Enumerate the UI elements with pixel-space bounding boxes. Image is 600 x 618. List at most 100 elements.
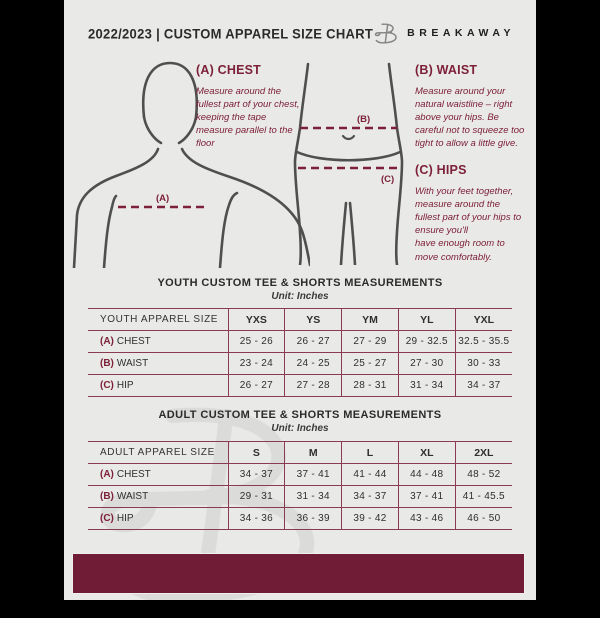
chest-marker-label: (A) <box>156 193 169 204</box>
waist-guide: (B) WAIST Measure around your natural wa… <box>415 63 527 151</box>
table-cell: 23 - 24 <box>227 352 286 375</box>
size-header-yxl: YXL <box>454 308 512 331</box>
size-header-2xl: 2XL <box>454 441 512 464</box>
table-cell: 31 - 34 <box>284 485 343 508</box>
chest-guide-heading: (A) CHEST <box>196 63 261 77</box>
table-cell: 44 - 48 <box>397 463 456 486</box>
row-prefix: (C) <box>100 513 114 524</box>
inner-leg-right <box>348 201 357 265</box>
stage: 2022/2023 | CUSTOM APPAREL SIZE CHART BR… <box>64 0 536 604</box>
size-header-ym: YM <box>341 308 399 331</box>
row-prefix: (B) <box>100 358 114 369</box>
youth-table-title: YOUTH CUSTOM TEE & SHORTS MEASUREMENTS <box>157 277 443 289</box>
left-side-outline <box>293 62 310 265</box>
table-cell: 26 - 27 <box>284 330 343 353</box>
adult-waist-row: (B) WAIST 29 - 31 31 - 34 34 - 37 37 - 41… <box>88 485 512 508</box>
table-cell: 28 - 31 <box>341 374 399 397</box>
table-cell: 34 - 37 <box>454 374 512 397</box>
hips-guide: (C) HIPS With your feet together, measur… <box>415 163 527 264</box>
row-prefix: (A) <box>100 336 114 347</box>
row-label: (A) CHEST <box>88 463 229 486</box>
left-shoulder-arm <box>72 147 160 268</box>
lower-body-figure: (B) (C) <box>293 62 404 265</box>
youth-size-table: YOUTH APPAREL SIZE YXS YS YM YL YXL (A) C… <box>88 308 512 397</box>
head-jaw-left <box>142 115 163 145</box>
adult-hip-row: (C) HIP 34 - 36 36 - 39 39 - 42 43 - 46 4… <box>88 507 512 530</box>
table-cell: 27 - 30 <box>397 352 456 375</box>
row-label-text: CHEST <box>116 336 151 347</box>
table-cell: 41 - 45.5 <box>454 485 512 508</box>
waist-marker-label: (B) <box>357 114 370 125</box>
adult-chest-row: (A) CHEST 34 - 37 37 - 41 41 - 44 44 - 48… <box>88 463 512 486</box>
table-cell: 39 - 42 <box>341 507 399 530</box>
table-cell: 37 - 41 <box>284 463 343 486</box>
row-label: (B) WAIST <box>88 352 229 375</box>
table-cell: 48 - 52 <box>454 463 512 486</box>
row-prefix: (A) <box>100 469 114 480</box>
table-cell: 32.5 - 35.5 <box>454 330 512 353</box>
row-label: (A) CHEST <box>88 330 229 353</box>
youth-waist-row: (B) WAIST 23 - 24 24 - 25 25 - 27 27 - 30… <box>88 352 512 375</box>
brand-name: BREAKAWAY <box>407 27 515 39</box>
hips-marker-label: (C) <box>381 174 394 185</box>
table-cell: 24 - 25 <box>284 352 343 375</box>
right-side-outline <box>387 62 404 265</box>
breakaway-logo-icon <box>374 23 397 44</box>
youth-hip-row: (C) HIP 26 - 27 27 - 28 28 - 31 31 - 34 3… <box>88 374 512 397</box>
youth-header-row: YOUTH APPAREL SIZE YXS YS YM YL YXL <box>88 308 512 331</box>
adult-size-table: ADULT APPAREL SIZE S M L XL 2XL (A) CHEST… <box>88 441 512 530</box>
footer-bar <box>72 553 525 594</box>
navel-mark <box>341 134 356 141</box>
table-cell: 30 - 33 <box>454 352 512 375</box>
table-cell: 41 - 44 <box>341 463 399 486</box>
table-cell: 29 - 32.5 <box>397 330 456 353</box>
table-cell: 43 - 46 <box>397 507 456 530</box>
youth-table-unit: Unit: Inches <box>271 291 329 302</box>
row-label-text: WAIST <box>116 491 149 502</box>
table-cell: 29 - 31 <box>227 485 286 508</box>
waist-guide-text: Measure around your natural waistline – … <box>415 86 525 150</box>
right-shoulder-arm <box>180 147 310 267</box>
document-title: 2022/2023 | CUSTOM APPAREL SIZE CHART <box>88 24 374 42</box>
row-label-text: CHEST <box>116 469 151 480</box>
waist-guide-heading: (B) WAIST <box>415 63 478 77</box>
adult-header-row: ADULT APPAREL SIZE S M L XL 2XL <box>88 441 512 464</box>
header: 2022/2023 | CUSTOM APPAREL SIZE CHART BR… <box>64 0 536 52</box>
waistband-curve <box>295 150 402 162</box>
table-cell: 27 - 29 <box>341 330 399 353</box>
right-inner-arm <box>218 191 239 268</box>
size-chart-page: 2022/2023 | CUSTOM APPAREL SIZE CHART BR… <box>64 0 536 604</box>
size-header-s: S <box>227 441 286 464</box>
size-header-yl: YL <box>397 308 456 331</box>
adult-table-unit: Unit: Inches <box>271 423 329 434</box>
brand-lockup: BREAKAWAY <box>373 21 515 46</box>
measuring-diagram: (A) (B) (C) (A) CHEST <box>64 55 536 270</box>
table-cell: 31 - 34 <box>397 374 456 397</box>
table-cell: 46 - 50 <box>454 507 512 530</box>
youth-size-column-header: YOUTH APPAREL SIZE <box>88 308 229 331</box>
table-cell: 34 - 37 <box>341 485 399 508</box>
left-inner-arm <box>102 194 118 268</box>
size-header-m: M <box>284 441 343 464</box>
table-cell: 27 - 28 <box>284 374 343 397</box>
adult-table-title: ADULT CUSTOM TEE & SHORTS MEASUREMENTS <box>158 409 442 421</box>
row-label-text: HIP <box>116 380 134 391</box>
table-cell: 36 - 39 <box>284 507 343 530</box>
row-prefix: (B) <box>100 491 114 502</box>
hips-guide-heading: (C) HIPS <box>415 163 467 177</box>
adult-size-column-header: ADULT APPAREL SIZE <box>88 441 229 464</box>
row-label: (B) WAIST <box>88 485 229 508</box>
table-cell: 34 - 37 <box>227 463 286 486</box>
head-outline <box>141 61 199 145</box>
size-header-yxs: YXS <box>227 308 286 331</box>
table-cell: 25 - 27 <box>341 352 399 375</box>
chest-guide-text: Measure around the fullest part of your … <box>196 86 300 150</box>
row-label: (C) HIP <box>88 374 229 397</box>
table-cell: 34 - 36 <box>227 507 286 530</box>
table-cell: 37 - 41 <box>397 485 456 508</box>
size-header-l: L <box>341 441 399 464</box>
upper-body-figure: (A) <box>72 61 310 268</box>
size-header-xl: XL <box>397 441 456 464</box>
table-cell: 26 - 27 <box>227 374 286 397</box>
size-header-ys: YS <box>284 308 343 331</box>
